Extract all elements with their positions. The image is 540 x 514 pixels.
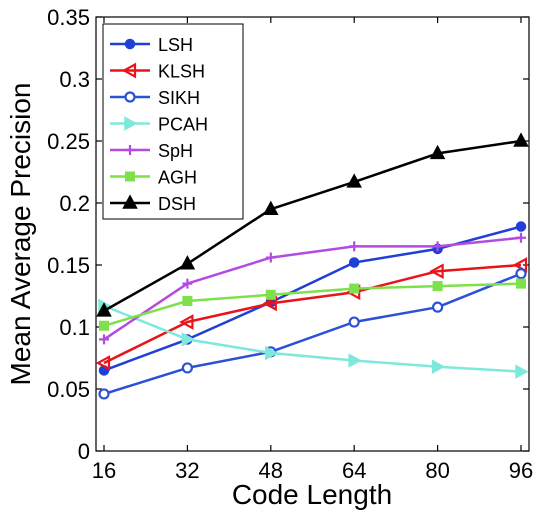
legend-item-klsh: KLSH bbox=[110, 62, 205, 82]
legend-label: DSH bbox=[158, 194, 196, 214]
x-tick-label: 48 bbox=[259, 458, 283, 483]
data-point bbox=[99, 334, 109, 345]
x-tick-label: 64 bbox=[342, 458, 366, 483]
data-point bbox=[348, 353, 362, 368]
y-axis: 0 0.05 0.1 0.15 0.2 0.25 0.3 0.35 bbox=[47, 5, 529, 464]
data-point bbox=[349, 241, 360, 252]
data-point bbox=[431, 359, 446, 374]
data-point bbox=[182, 295, 193, 306]
y-tick-label: 0 bbox=[78, 439, 90, 464]
data-point bbox=[265, 345, 279, 361]
data-point bbox=[346, 173, 362, 188]
x-tick-label: 80 bbox=[425, 458, 449, 483]
x-axis: 16 32 48 64 80 96 bbox=[92, 17, 533, 483]
series-line bbox=[103, 236, 522, 341]
series-line bbox=[103, 304, 522, 373]
data-point bbox=[262, 295, 277, 312]
legend-marker bbox=[124, 116, 138, 131]
data-point bbox=[432, 281, 443, 292]
data-point bbox=[432, 301, 444, 313]
legend-label: PCAH bbox=[158, 115, 208, 135]
y-tick-label: 0.15 bbox=[47, 253, 90, 278]
data-point bbox=[95, 355, 111, 371]
x-tick-label: 96 bbox=[509, 458, 533, 483]
series-sph bbox=[99, 232, 526, 345]
data-point bbox=[265, 252, 276, 263]
data-point bbox=[513, 132, 529, 147]
legend-label: SIKH bbox=[158, 88, 200, 108]
y-axis-title: Mean Average Precision bbox=[5, 83, 36, 386]
data-point bbox=[432, 241, 443, 252]
series-line bbox=[103, 282, 522, 327]
data-point bbox=[99, 320, 109, 331]
data-point bbox=[516, 278, 526, 289]
data-point bbox=[96, 302, 112, 317]
y-tick-label: 0.25 bbox=[47, 129, 90, 154]
legend-marker bbox=[121, 62, 137, 79]
legend-item-sph: SpH bbox=[110, 141, 193, 161]
legend-label: LSH bbox=[158, 35, 193, 55]
series-line bbox=[103, 263, 522, 365]
legend-item-agh: AGH bbox=[110, 168, 197, 188]
legend-marker bbox=[125, 145, 135, 155]
legend-marker bbox=[122, 194, 138, 209]
data-point bbox=[348, 257, 360, 268]
legend-label: SpH bbox=[158, 141, 193, 161]
data-point bbox=[349, 283, 360, 294]
data-point bbox=[181, 332, 195, 347]
data-point bbox=[348, 316, 360, 328]
legend-item-pcah: PCAH bbox=[110, 115, 208, 135]
data-point bbox=[516, 232, 526, 243]
x-axis-title: Code Length bbox=[232, 479, 392, 510]
y-tick-label: 0.3 bbox=[59, 67, 90, 92]
x-tick-label: 32 bbox=[175, 458, 199, 483]
legend-marker bbox=[125, 171, 135, 182]
legend-marker bbox=[124, 91, 136, 103]
y-tick-label: 0.2 bbox=[59, 191, 90, 216]
data-point bbox=[265, 289, 276, 300]
series-agh bbox=[99, 278, 526, 331]
legend-item-lsh: LSH bbox=[110, 35, 193, 55]
y-tick-label: 0.35 bbox=[47, 5, 90, 30]
data-point bbox=[182, 278, 193, 289]
x-tick-label: 16 bbox=[92, 458, 116, 483]
legend-marker bbox=[124, 38, 136, 50]
legend-item-sikh: SIKH bbox=[110, 88, 200, 108]
y-tick-label: 0.1 bbox=[59, 315, 90, 340]
legend-label: KLSH bbox=[158, 62, 205, 82]
series-layer bbox=[95, 132, 529, 400]
y-tick-label: 0.05 bbox=[47, 377, 90, 402]
series-dsh bbox=[96, 132, 529, 317]
data-point bbox=[263, 200, 279, 215]
data-point bbox=[429, 263, 444, 280]
data-point bbox=[179, 314, 194, 330]
data-point bbox=[98, 388, 110, 400]
series-sikh bbox=[98, 268, 527, 400]
series-line bbox=[103, 272, 522, 396]
legend-label: AGH bbox=[158, 168, 197, 188]
data-point bbox=[181, 362, 193, 374]
legend-item-dsh: DSH bbox=[110, 194, 196, 214]
data-point bbox=[512, 257, 528, 273]
data-point bbox=[515, 268, 527, 280]
data-point bbox=[515, 221, 527, 232]
series-line bbox=[103, 139, 522, 312]
data-point bbox=[429, 144, 446, 160]
data-point bbox=[179, 255, 196, 270]
legend: LSH KLSH SIKH PCAH SpH AGH DSH bbox=[102, 23, 244, 220]
data-point bbox=[515, 364, 529, 379]
